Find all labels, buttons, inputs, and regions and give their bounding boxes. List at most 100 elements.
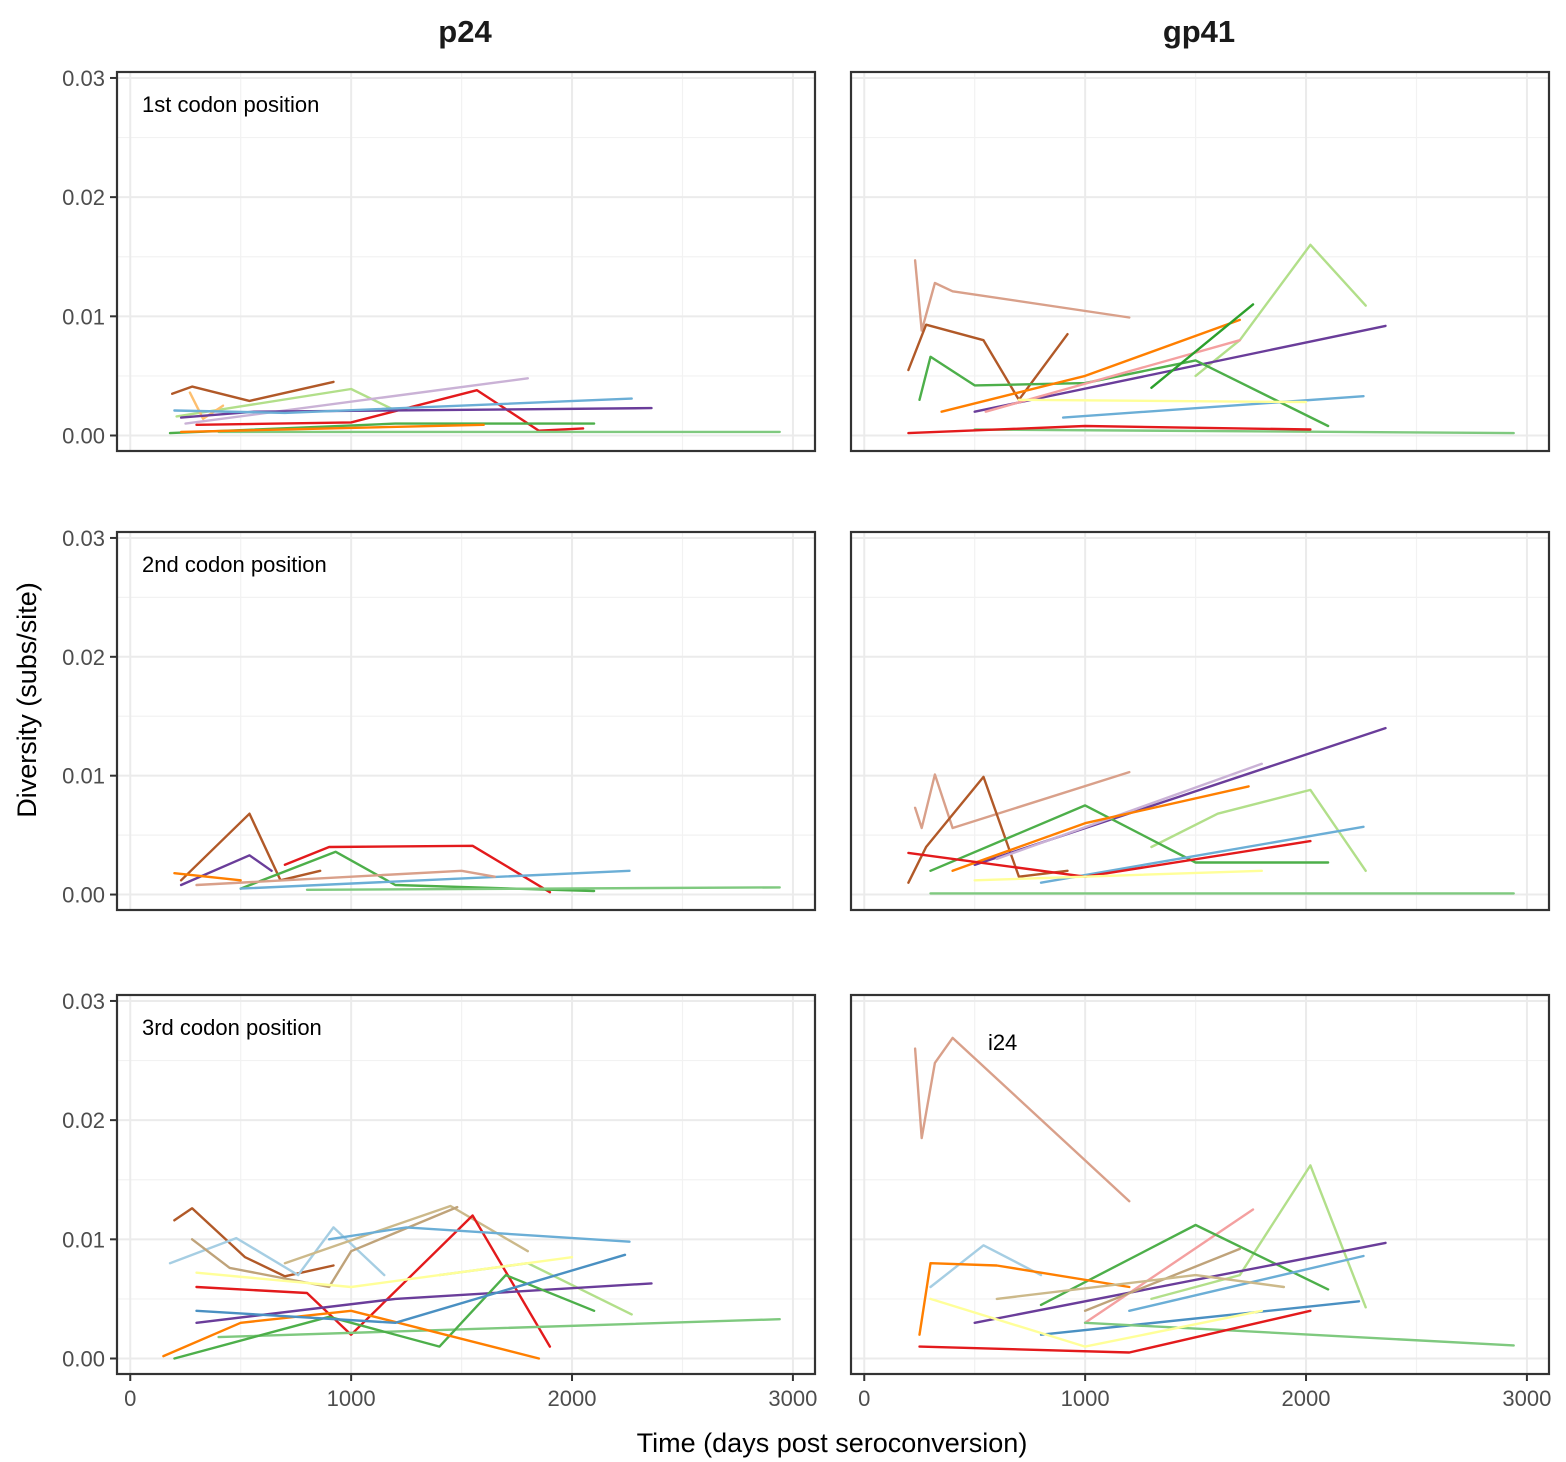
series-line-5 <box>188 391 225 420</box>
panel-gp41-2nd-codon-position-frame <box>849 530 1551 912</box>
series-line-2 <box>283 844 552 894</box>
panel-background <box>117 995 815 1374</box>
series-line-10 <box>195 1255 574 1289</box>
row-label-2nd-codon-position: 2nd codon position <box>142 552 327 577</box>
series-line-1 <box>913 259 1131 332</box>
series-line-12 <box>918 1309 1312 1354</box>
column-title-gp41: gp41 <box>1163 14 1235 49</box>
series-line-10 <box>179 423 485 434</box>
panel-p24-1st-codon-position <box>117 72 815 451</box>
x-tick-label: 2000 <box>1282 1386 1331 1411</box>
panel-border <box>115 70 817 453</box>
series-line-10 <box>973 428 1515 435</box>
series-line-8 <box>1039 825 1365 884</box>
panel-gp41-3rd-codon-position-frame: 0 1000 2000 3000 i24 <box>849 993 1551 1411</box>
column-titles: p24 gp41 <box>438 14 1235 49</box>
series-line-8 <box>1150 303 1255 389</box>
series-line-2 <box>907 323 1069 401</box>
x-tick-label: 0 <box>124 1386 136 1411</box>
y-tick-label: 0.03 <box>62 526 105 551</box>
panel-gp41-1st-codon-position-frame <box>849 70 1551 453</box>
series-line-5 <box>973 1241 1387 1325</box>
series-line-8 <box>1128 1254 1365 1313</box>
series-line-2 <box>168 1226 386 1277</box>
panel-border <box>115 530 817 912</box>
x-tick-label: 0 <box>858 1386 870 1411</box>
y-tick-label: 0.02 <box>62 1108 105 1133</box>
series-line-11 <box>173 1273 596 1360</box>
y-tick-label: 0.00 <box>62 424 105 449</box>
x-tick-label: 3000 <box>1502 1386 1551 1411</box>
y-tick-label: 0.02 <box>62 185 105 210</box>
series-line-1 <box>913 770 1131 830</box>
panel-p24-2nd-codon-position <box>117 532 815 910</box>
series-line-11 <box>973 869 1264 882</box>
series-line-14 <box>995 1273 1286 1301</box>
axis-titles: Time (days post seroconversion) Diversit… <box>12 582 1027 1458</box>
series-line-6 <box>995 762 1264 861</box>
panel-background <box>117 532 815 910</box>
column-title-p24: p24 <box>438 14 492 49</box>
panel-background <box>851 532 1549 910</box>
series-line-3 <box>1083 1208 1255 1325</box>
series-line-6 <box>940 318 1242 413</box>
series-line-3 <box>184 377 529 425</box>
series-line-4 <box>1039 1223 1330 1307</box>
x-tick-label: 1000 <box>327 1386 376 1411</box>
y-tick-label: 0.00 <box>62 1347 105 1372</box>
row-label-3rd-codon-position: 3rd codon position <box>142 1015 322 1040</box>
series-line-5 <box>239 869 631 890</box>
series-line-1 <box>179 812 322 882</box>
series-line-1 <box>170 380 335 403</box>
series-line-4 <box>195 389 585 432</box>
panel-border <box>849 530 1551 912</box>
y-tick-label: 0.01 <box>62 304 105 329</box>
series-line-6 <box>305 886 781 891</box>
series-line-1 <box>913 1036 1131 1203</box>
panel-background <box>117 72 815 451</box>
series-line-2 <box>907 775 1069 884</box>
y-tick-label: 0.02 <box>62 645 105 670</box>
x-tick-label: 3000 <box>768 1386 817 1411</box>
panel-gp41-3rd-codon-position <box>851 995 1549 1374</box>
panel-gp41-2nd-codon-position <box>851 532 1549 910</box>
series-line-11 <box>918 1261 1131 1336</box>
series-line-12 <box>907 424 1312 435</box>
y-tick-label: 0.03 <box>62 989 105 1014</box>
x-axis-title: Time (days post seroconversion) <box>637 1428 1028 1458</box>
panel-border <box>115 993 817 1376</box>
y-tick-label: 0.03 <box>62 66 105 91</box>
series-line-10 <box>1083 1321 1515 1347</box>
x-tick-label: 2000 <box>548 1386 597 1411</box>
series-line-2 <box>1150 1164 1367 1309</box>
annotation-label: i24 <box>988 1030 1017 1055</box>
series-line-5 <box>929 804 1330 872</box>
panel-border <box>849 70 1551 453</box>
series-line-3 <box>1194 243 1367 378</box>
series-line-4 <box>973 324 1387 413</box>
series-line-7 <box>951 785 1250 872</box>
series-line-3 <box>283 1204 529 1265</box>
panel-p24-1st-codon-position-frame: 0.00 0.01 0.02 0.03 1st codon position <box>62 66 817 453</box>
row-label-1st-codon-position: 1st codon position <box>142 92 319 117</box>
series-line-13 <box>929 1297 1264 1348</box>
panel-p24-3rd-codon-position <box>117 995 815 1374</box>
y-tick-label: 0.00 <box>62 883 105 908</box>
series-line-9 <box>1039 1300 1361 1336</box>
series-line-5 <box>195 1214 552 1348</box>
series-line-6 <box>929 1244 1043 1289</box>
panel-p24-2nd-codon-position-frame: 0.00 0.01 0.02 0.03 2nd codon position <box>62 526 817 912</box>
panel-background <box>851 72 1549 451</box>
series-line-7 <box>195 869 496 887</box>
series-line-5 <box>918 355 1330 428</box>
series-line-13 <box>195 1253 627 1325</box>
panel-p24-3rd-codon-position-frame: 0.00 0.01 0.02 0.03 3rd codon position 0 1000 2… <box>62 989 817 1411</box>
series-line-9 <box>217 1317 781 1339</box>
y-tick-label: 0.01 <box>62 1227 105 1252</box>
panel-border <box>849 993 1551 1376</box>
series-line-8 <box>173 872 242 882</box>
x-tick-label: 1000 <box>1061 1386 1110 1411</box>
y-axis-title: Diversity (subs/site) <box>12 582 42 818</box>
